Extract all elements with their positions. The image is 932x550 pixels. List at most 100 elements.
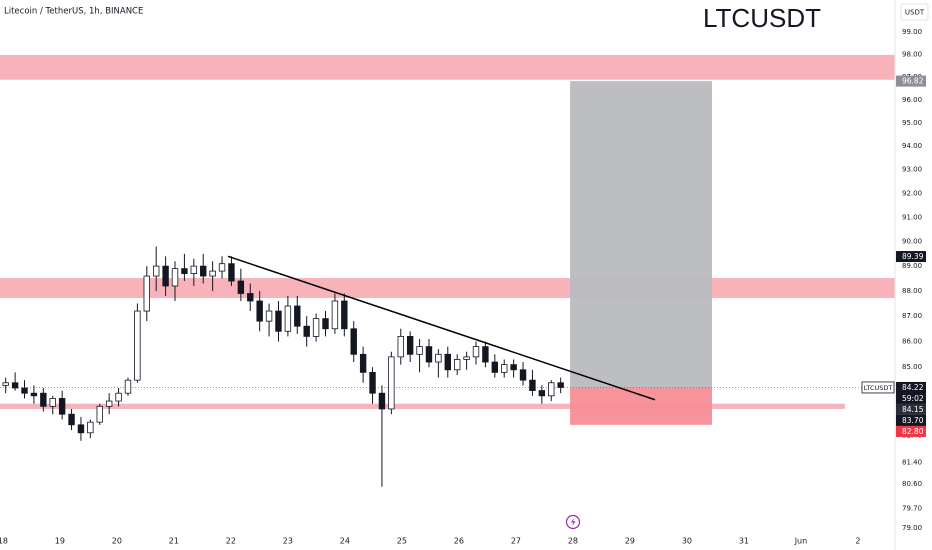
candle-body — [341, 300, 348, 330]
candle-body — [162, 265, 169, 287]
x-tick-label: 2 — [855, 537, 860, 546]
chart-title: Litecoin / TetherUS, 1h, BINANCE — [4, 7, 143, 17]
candle-body — [115, 392, 122, 402]
candle-body — [256, 300, 263, 322]
candle-body — [68, 413, 75, 426]
price-label: 82.80 — [902, 427, 924, 436]
price-label-box — [896, 251, 926, 263]
y-tick-label: 79.00 — [902, 524, 922, 532]
candle-body — [124, 379, 132, 394]
candle-body — [21, 387, 28, 394]
x-tick-label: 24 — [340, 537, 350, 546]
y-tick-label: 96.00 — [902, 96, 922, 104]
y-tick-label: 90.00 — [902, 238, 922, 246]
price-label: 89.39 — [902, 252, 924, 261]
x-tick-label: 20 — [112, 537, 122, 546]
alert-icon[interactable] — [565, 514, 581, 530]
candle-body — [303, 325, 310, 337]
candle-body — [378, 392, 386, 410]
x-tick-label: 31 — [739, 537, 749, 546]
candle-body — [369, 371, 376, 394]
candle-body — [77, 424, 85, 434]
candle-body — [11, 382, 19, 389]
candle-body — [453, 359, 461, 371]
candle-body — [331, 300, 339, 330]
currency: USDT — [905, 9, 925, 17]
stop-box — [570, 387, 713, 425]
candle-body — [388, 356, 395, 410]
x-tick-label: 28 — [568, 537, 578, 546]
price-label-box — [896, 414, 926, 426]
candle-body — [359, 353, 367, 373]
currency-box[interactable] — [900, 3, 929, 21]
price-label: 83.70 — [902, 416, 924, 425]
candle-body — [312, 318, 320, 337]
x-tick-label: 23 — [283, 537, 293, 546]
candle-body — [397, 335, 404, 358]
candle-body — [40, 392, 47, 407]
candle-body — [416, 346, 423, 355]
y-tick-label: 87.00 — [902, 312, 922, 320]
candle-body — [284, 305, 292, 332]
y-tick-label: 99.00 — [902, 28, 922, 36]
candle-body — [2, 382, 9, 386]
x-tick-label: Jun — [794, 537, 808, 546]
candle-body — [190, 265, 198, 274]
candle-body — [406, 335, 414, 355]
candle-body — [294, 305, 301, 327]
zone — [0, 54, 895, 80]
y-tick-label: 92.00 — [902, 189, 922, 197]
symbol-watermark: LTCUSDT — [703, 3, 821, 33]
candle-body — [247, 293, 254, 302]
candle-body — [58, 398, 66, 415]
candle-body — [463, 356, 470, 360]
y-tick-label: 80.60 — [902, 480, 922, 488]
price-axis — [895, 0, 932, 550]
candle-body — [171, 268, 179, 287]
candle-body — [152, 265, 160, 277]
candle-body — [237, 280, 245, 294]
y-tick-label: 79.70 — [902, 505, 922, 513]
y-tick-label: 95.00 — [902, 119, 922, 127]
candle-body — [218, 263, 226, 272]
y-tick-label: 89.00 — [902, 262, 922, 270]
candle-body — [350, 328, 357, 355]
y-tick-label: 86.00 — [902, 337, 922, 345]
price-label-box — [896, 425, 926, 437]
x-tick-label: 21 — [169, 537, 179, 546]
candle-body — [472, 346, 480, 358]
candle-body — [200, 265, 207, 277]
last-price-box — [896, 381, 926, 404]
alert-circle — [565, 514, 581, 530]
candle-body — [228, 263, 235, 282]
zone — [0, 278, 895, 298]
candle-body — [435, 353, 442, 363]
candle-body — [275, 310, 282, 332]
axis-layer: 99.0098.0097.0096.0095.0094.0093.0092.00… — [861, 28, 926, 532]
candle-body — [322, 318, 329, 330]
candle-body — [181, 268, 188, 274]
x-tick-label: 27 — [511, 537, 521, 546]
alert-bolt — [571, 517, 576, 527]
candle-body — [96, 405, 103, 423]
y-tick-label: 91.00 — [902, 213, 922, 221]
x-tick-label: 26 — [454, 537, 464, 546]
y-tick-label: 85.00 — [902, 363, 922, 371]
candle-body — [538, 390, 546, 397]
plot-area — [0, 54, 895, 487]
x-tick-label: 19 — [55, 537, 65, 546]
candle-body — [30, 392, 38, 397]
last-price-label: 84.22 — [902, 383, 924, 392]
y-tick-label: 81.40 — [902, 458, 922, 466]
y-tick-label: 98.00 — [902, 50, 922, 58]
trendline — [227, 255, 656, 401]
candle-body — [529, 379, 536, 391]
x-tick-label: 18 — [0, 537, 8, 546]
candle-body — [510, 364, 517, 371]
symbol-tag — [861, 381, 895, 394]
price-label: 96.82 — [902, 77, 924, 86]
price-label-box — [896, 75, 926, 87]
candle-body — [143, 275, 150, 312]
